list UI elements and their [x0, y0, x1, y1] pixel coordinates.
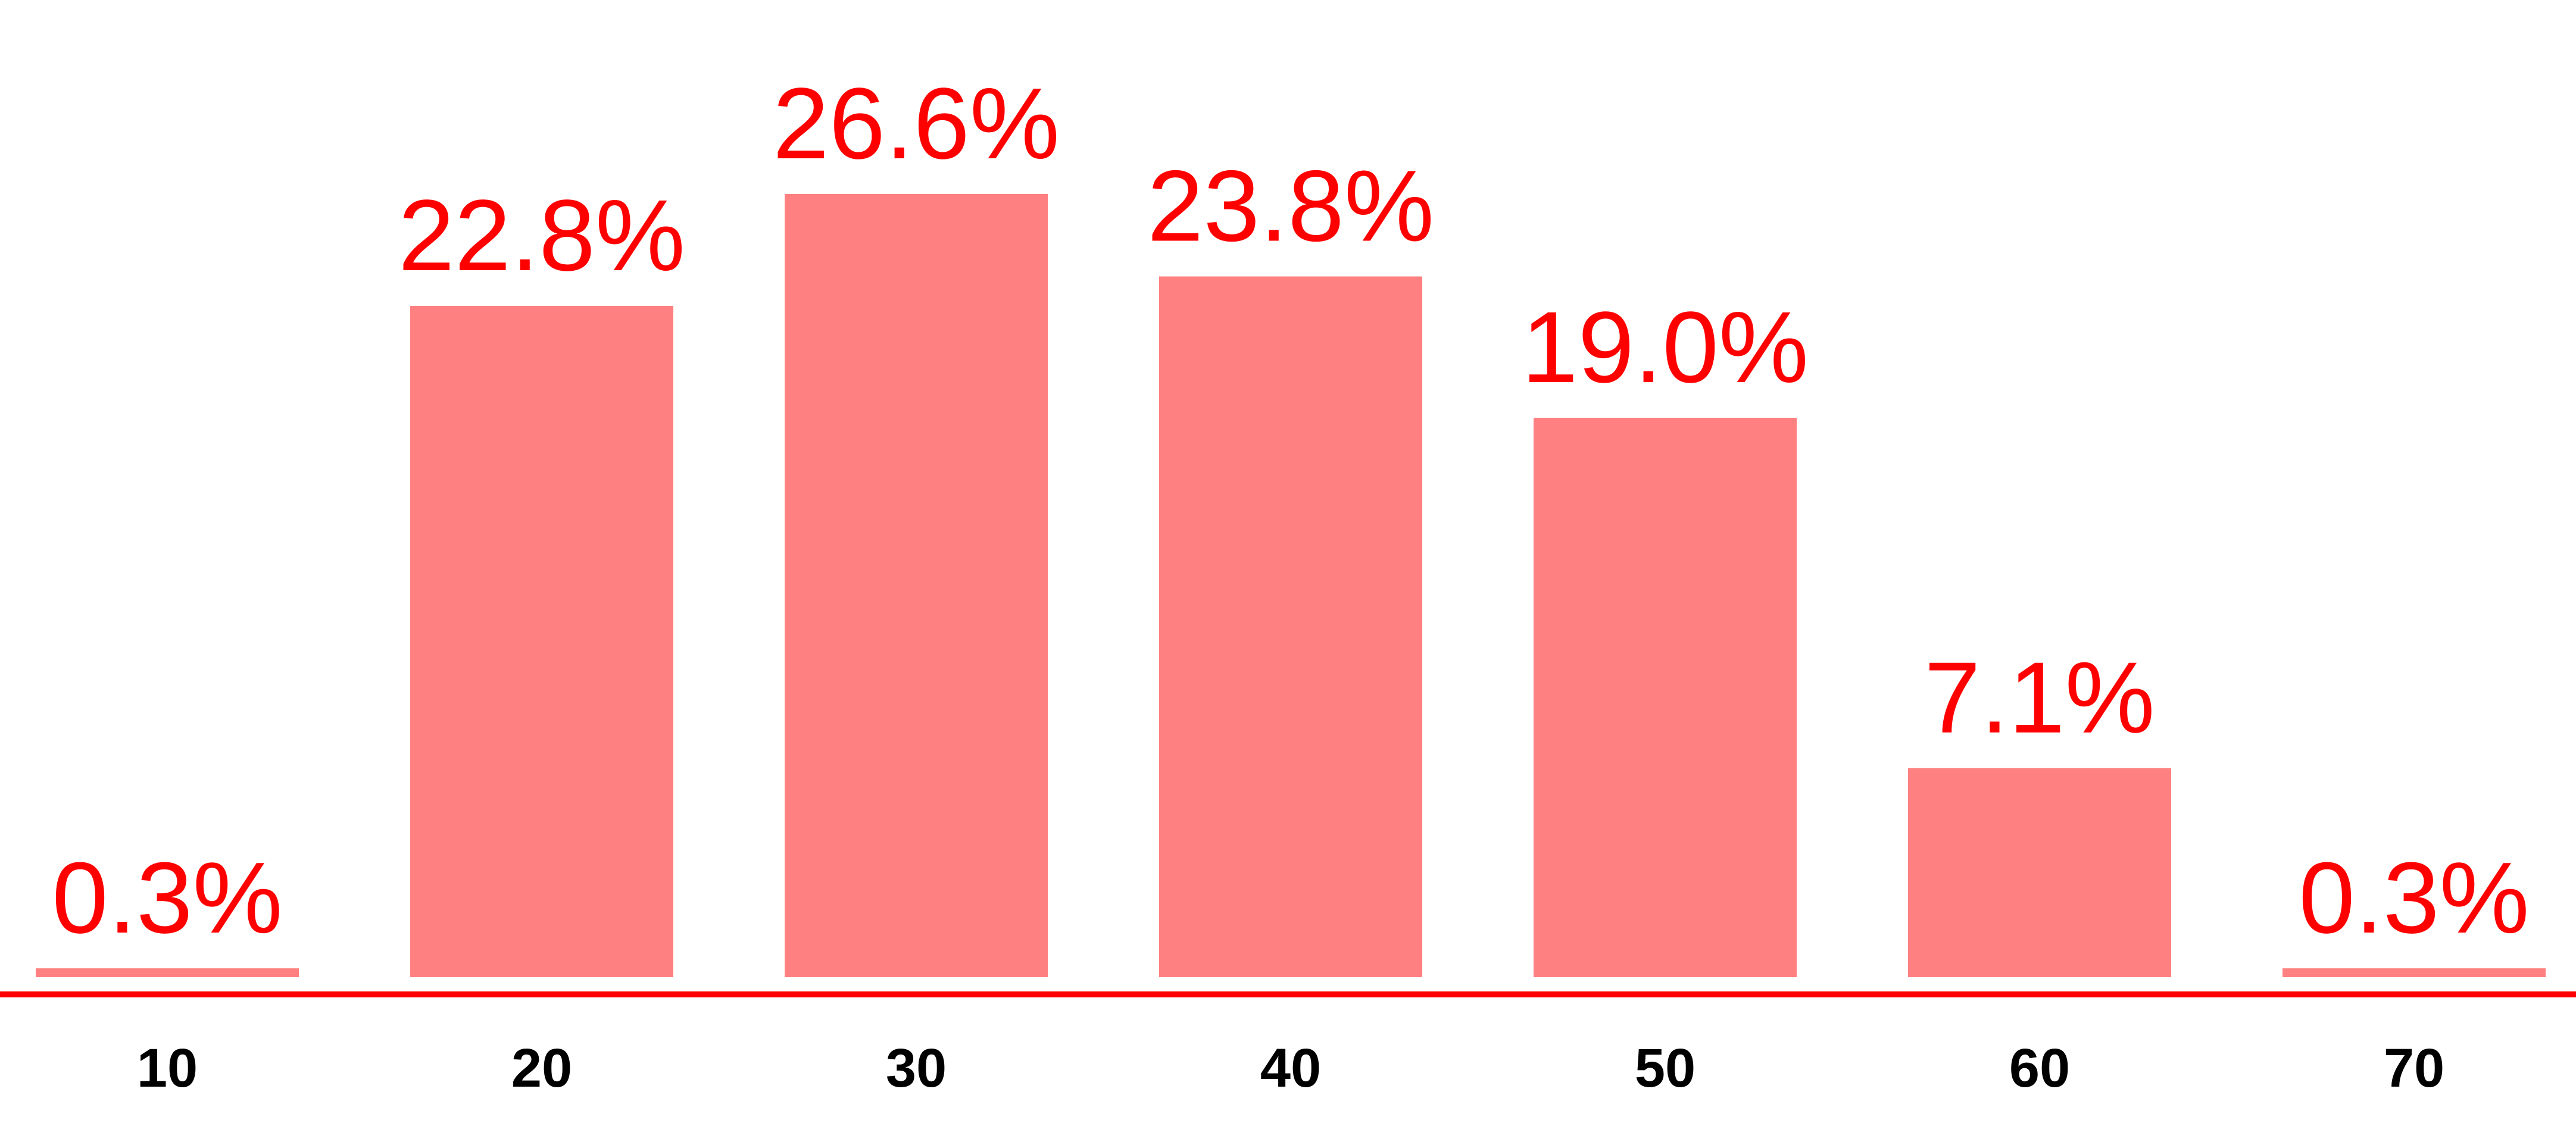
- x-tick-label: 10: [137, 1038, 198, 1099]
- bar: [410, 306, 673, 977]
- bar: [785, 194, 1048, 977]
- bar: [36, 968, 299, 977]
- x-tick-label: 50: [1635, 1038, 1696, 1099]
- value-label: 22.8%: [398, 179, 685, 292]
- x-tick-label: 20: [511, 1038, 572, 1099]
- value-label: 23.8%: [1147, 150, 1434, 263]
- bar: [1908, 768, 2171, 977]
- value-label: 19.0%: [1522, 291, 1809, 404]
- bar: [2283, 968, 2546, 977]
- x-tick-label: 60: [2009, 1038, 2070, 1099]
- value-label: 26.6%: [773, 67, 1060, 180]
- value-label: 0.3%: [52, 841, 282, 955]
- value-label: 7.1%: [1924, 642, 2155, 755]
- x-tick-label: 30: [886, 1038, 947, 1099]
- x-tick-label: 70: [2384, 1038, 2444, 1099]
- x-tick-label: 40: [1260, 1038, 1321, 1099]
- value-label: 0.3%: [2299, 841, 2529, 955]
- bar: [1534, 418, 1797, 977]
- bar: [1159, 276, 1422, 977]
